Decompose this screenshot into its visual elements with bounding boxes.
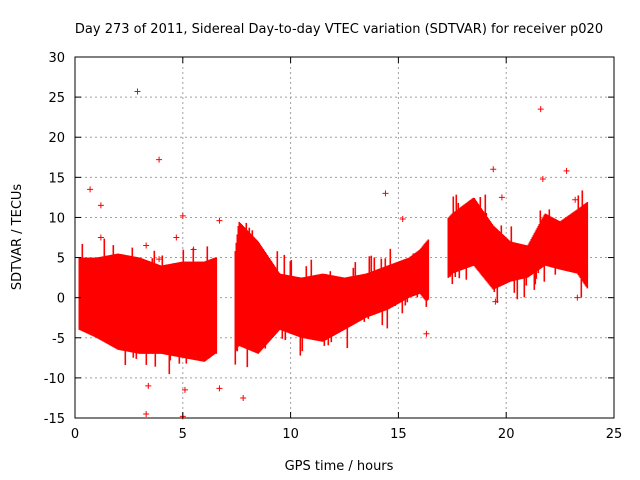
x-tick-label: 5	[179, 427, 187, 442]
data-point	[490, 166, 497, 173]
data-point	[143, 242, 150, 249]
y-tick-label: 15	[48, 171, 65, 186]
y-tick-label: 5	[57, 252, 65, 267]
data-point	[179, 212, 186, 219]
y-tick-label: 10	[48, 211, 65, 226]
data-point	[87, 186, 94, 193]
data-point	[173, 234, 180, 241]
chart-title: Day 273 of 2011, Sidereal Day-to-day VTE…	[75, 22, 603, 37]
data-point	[145, 382, 152, 389]
y-tick-label: -15	[44, 412, 65, 427]
data-point	[240, 394, 247, 401]
data-point	[574, 294, 581, 301]
data-point	[97, 234, 104, 241]
y-tick-label: 30	[48, 51, 65, 66]
data-point	[216, 217, 223, 224]
data-point	[423, 330, 430, 337]
data-point	[382, 190, 389, 197]
data-point	[492, 298, 499, 305]
data-point	[572, 196, 579, 203]
x-tick-label: 0	[71, 427, 79, 442]
data-point	[156, 156, 163, 163]
data-point	[537, 106, 544, 113]
x-tick-label: 10	[282, 427, 299, 442]
data-point	[181, 386, 188, 393]
x-tick-label: 20	[498, 427, 515, 442]
x-tick-label: 15	[390, 427, 407, 442]
y-tick-label: 20	[48, 131, 65, 146]
data-layer	[78, 88, 589, 420]
y-tick-label: -5	[52, 332, 65, 347]
data-point	[190, 246, 197, 253]
x-tick-label: 25	[606, 427, 623, 442]
y-tick-label: 0	[57, 292, 65, 307]
y-tick-label: -10	[44, 372, 65, 387]
data-point	[143, 410, 150, 417]
data-point	[134, 88, 141, 95]
data-point	[498, 194, 505, 201]
y-tick-label: 25	[48, 91, 65, 106]
data-point	[156, 256, 163, 263]
data-point	[216, 385, 223, 392]
data-point	[563, 167, 570, 174]
x-axis-label: GPS time / hours	[285, 459, 394, 474]
plot-frame	[74, 56, 615, 419]
data-point	[97, 202, 104, 209]
data-point	[539, 175, 546, 182]
axis-ticks: 0 5 10 15 20 25 -15 -10 -5 0 5 10 15 20 25 30	[44, 51, 623, 442]
data-point	[399, 216, 406, 223]
y-axis-label: SDTVAR / TECUs	[10, 184, 25, 291]
